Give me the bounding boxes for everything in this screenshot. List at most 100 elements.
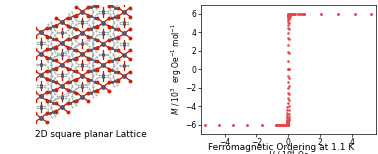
X-axis label: $H$ / 10$^{4}$ Oe: $H$ / 10$^{4}$ Oe: [268, 149, 309, 154]
Point: [285, 123, 291, 125]
Point: [285, 81, 291, 83]
Point: [282, 124, 288, 126]
Point: [318, 13, 324, 15]
Point: [299, 13, 305, 15]
Text: Ferromagnetic Ordering at 1.1 K: Ferromagnetic Ordering at 1.1 K: [209, 144, 355, 152]
Point: [280, 124, 286, 126]
Text: 2D square planar Lattice: 2D square planar Lattice: [35, 130, 146, 139]
Point: [285, 68, 291, 71]
Point: [285, 123, 291, 126]
Point: [284, 111, 290, 114]
Point: [285, 124, 291, 126]
Point: [274, 124, 280, 126]
Point: [285, 51, 291, 53]
Point: [286, 13, 292, 15]
Point: [290, 13, 296, 15]
Point: [284, 123, 290, 126]
Point: [275, 124, 281, 126]
Point: [286, 99, 292, 102]
Point: [288, 13, 294, 15]
Point: [281, 124, 287, 126]
Point: [288, 13, 294, 15]
Point: [285, 123, 291, 126]
Point: [285, 13, 291, 16]
Point: [287, 14, 293, 17]
Point: [285, 123, 291, 126]
Point: [284, 123, 290, 126]
Point: [284, 124, 290, 126]
Point: [289, 13, 295, 15]
Point: [285, 123, 291, 126]
Point: [368, 13, 374, 15]
Point: [285, 31, 291, 34]
Point: [287, 13, 293, 15]
Point: [286, 13, 292, 15]
Point: [202, 124, 208, 126]
Point: [285, 13, 291, 16]
Point: [286, 68, 292, 71]
Point: [284, 124, 290, 126]
Point: [279, 124, 285, 126]
Point: [301, 13, 307, 15]
Point: [285, 124, 291, 126]
Point: [284, 124, 290, 126]
Point: [290, 13, 296, 15]
Point: [285, 124, 291, 126]
Point: [285, 13, 291, 15]
Point: [285, 123, 291, 126]
Point: [282, 124, 288, 126]
Point: [285, 97, 291, 100]
Point: [284, 124, 290, 126]
Point: [285, 13, 291, 15]
Point: [286, 38, 292, 41]
Point: [284, 122, 290, 125]
Point: [284, 114, 290, 116]
Point: [216, 124, 222, 126]
Point: [286, 13, 292, 15]
Point: [245, 124, 251, 126]
Point: [231, 124, 237, 126]
Point: [286, 13, 292, 15]
Point: [285, 13, 291, 15]
Point: [286, 77, 292, 79]
Point: [285, 122, 291, 125]
Point: [286, 13, 292, 15]
Point: [282, 124, 288, 126]
Point: [285, 75, 291, 77]
Point: [285, 92, 291, 95]
Point: [285, 122, 291, 125]
Point: [282, 124, 288, 126]
Point: [287, 13, 293, 15]
Point: [245, 124, 251, 126]
Point: [273, 124, 279, 126]
Point: [285, 124, 291, 126]
Point: [286, 113, 292, 115]
Point: [285, 124, 291, 126]
Point: [284, 122, 290, 125]
Point: [282, 124, 288, 126]
Point: [285, 14, 291, 16]
Point: [287, 13, 293, 15]
Point: [292, 13, 298, 15]
Point: [273, 124, 279, 126]
Point: [285, 123, 291, 125]
Point: [318, 13, 324, 15]
Point: [290, 13, 296, 15]
Point: [276, 124, 282, 126]
Point: [282, 124, 288, 126]
Point: [281, 124, 287, 126]
Point: [280, 124, 286, 126]
Point: [297, 13, 303, 15]
Point: [285, 16, 291, 18]
Point: [285, 43, 291, 46]
Point: [301, 13, 307, 15]
Point: [352, 13, 358, 15]
Point: [283, 124, 289, 126]
Point: [285, 13, 291, 16]
Point: [283, 124, 289, 126]
Point: [285, 124, 291, 126]
Point: [284, 124, 290, 126]
Point: [285, 122, 291, 124]
Point: [284, 124, 290, 126]
Point: [284, 120, 290, 122]
